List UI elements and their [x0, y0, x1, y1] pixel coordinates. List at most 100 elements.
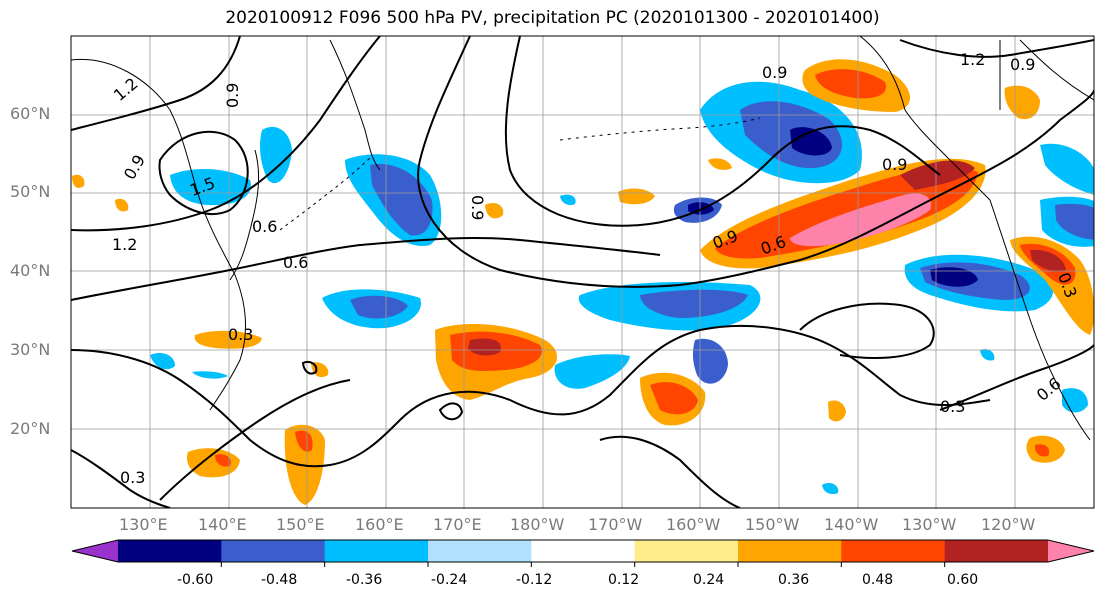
pos-field-e6 — [115, 198, 129, 212]
pv-contours — [71, 36, 1094, 508]
neg-field-coast-deep — [930, 267, 978, 287]
contour-label: 0.9 — [223, 83, 242, 108]
colorbar-tick-label: 0.36 — [778, 572, 810, 588]
pos-field-nepac-core — [790, 193, 931, 247]
precip-shading — [72, 59, 1094, 505]
contour-k — [939, 344, 1094, 411]
contour-f — [504, 36, 941, 227]
contour-label: 0.6 — [1033, 374, 1065, 405]
lon-label: 160°W — [666, 515, 721, 534]
contour-label: 0.6 — [283, 253, 308, 272]
neg-field-kuril-core — [350, 295, 408, 319]
contour-g — [71, 325, 991, 468]
contour-label: 1.2 — [112, 235, 137, 254]
contour-l — [899, 39, 1094, 58]
contour-label: 1.2 — [110, 74, 142, 105]
coast-asia — [71, 58, 246, 411]
contour-j — [599, 435, 741, 508]
coast-alaska — [859, 36, 991, 201]
neg-field-s3 — [192, 371, 228, 379]
contour-label: 0.9 — [882, 155, 907, 174]
contour-label: 0.3 — [940, 397, 965, 416]
pos-field-e5 — [72, 174, 85, 188]
neg-field-midpac-core — [640, 289, 748, 318]
lon-label: 160°E — [355, 515, 404, 534]
pos-field-east-deep — [1030, 249, 1066, 272]
colorbar-tick-label: -0.60 — [177, 572, 214, 588]
neg-field-alaska-deep — [790, 127, 832, 156]
pos-field-subtrop-core — [650, 382, 698, 415]
pos-field-nw — [1004, 85, 1040, 120]
neg-field-japan — [170, 168, 251, 206]
colorbar-tick-label: -0.24 — [431, 572, 468, 588]
pos-field-nepac-rim — [900, 160, 975, 190]
map-title: 2020100912 F096 500 hPa PV, precipitatio… — [225, 8, 880, 28]
neg-field-okhotsk — [260, 126, 292, 184]
lat-label: 50°N — [10, 182, 51, 201]
lon-label: 180°W — [510, 515, 565, 534]
colorbar-tick-label: 0.24 — [693, 572, 725, 588]
neg-field-s8 — [1040, 143, 1094, 195]
lat-label: 60°N — [10, 104, 51, 123]
lon-label: 130°E — [119, 515, 168, 534]
pos-field-nepac-mid — [715, 167, 978, 259]
pos-field-e2 — [618, 188, 655, 205]
colorbar-tick-label: -0.12 — [516, 572, 553, 588]
contour-label: 0.9 — [120, 151, 149, 183]
contour-d — [71, 36, 241, 131]
contour-label: 0.6 — [252, 217, 277, 236]
neg-field-s1 — [554, 354, 630, 389]
coast-japan — [229, 149, 260, 281]
neg-field-s5 — [560, 194, 576, 206]
neg-field-s2 — [150, 353, 175, 370]
neg-field-s6 — [980, 349, 995, 361]
colorbar-tick-label: -0.36 — [346, 572, 383, 588]
colorbar-tick-label: 0.48 — [862, 572, 894, 588]
lat-label: 30°N — [10, 340, 51, 359]
colorbar-tick-label: -0.48 — [261, 572, 298, 588]
contour-n — [301, 361, 318, 375]
pos-field-sw-core — [1034, 444, 1050, 457]
graticule — [71, 36, 1094, 508]
lon-label: 140°W — [824, 515, 879, 534]
pos-field-gulf-core — [815, 69, 886, 99]
lon-label: 130°W — [902, 515, 957, 534]
lat-label: 20°N — [10, 419, 51, 438]
contour-e — [417, 36, 1094, 288]
contour-m — [438, 402, 464, 421]
contour-h — [159, 379, 351, 501]
contour-o — [71, 449, 171, 508]
lon-label: 170°W — [588, 515, 643, 534]
contour-label: 0.9 — [762, 63, 787, 82]
lon-label: 150°E — [276, 515, 325, 534]
contour-label: 0.3 — [228, 325, 253, 344]
coast-namerica — [989, 199, 1091, 441]
contour-label: 0.9 — [468, 195, 487, 220]
lat-label: 40°N — [10, 261, 51, 280]
lon-label: 140°E — [198, 515, 247, 534]
pos-field-e7 — [708, 158, 732, 170]
contour-label: 0.3 — [120, 468, 145, 487]
pos-field-guam-core — [295, 430, 313, 452]
pos-field-central-deep — [468, 338, 501, 356]
contour-label-group: 1.2 0.9 0.9 1.5 0.6 0.6 1.2 0.9 0.3 0.3 … — [110, 50, 1081, 487]
coast-canada — [999, 39, 1094, 110]
neg-field-hawaii — [692, 338, 728, 384]
pos-field-e1 — [828, 400, 846, 422]
lon-label: 170°E — [433, 515, 482, 534]
colorbar-tick-label: 0.60 — [947, 572, 979, 588]
lon-label: 150°W — [745, 515, 800, 534]
colorbar-tick-label: 0.12 — [608, 572, 640, 588]
pos-field-e3 — [485, 203, 504, 219]
pos-field-west2 — [186, 448, 240, 478]
contour-a — [71, 236, 661, 301]
contour-label: 1.2 — [960, 50, 985, 69]
coastlines — [71, 36, 1094, 441]
contour-b — [71, 36, 381, 232]
neg-field-east-core — [1055, 203, 1094, 240]
map-frame — [70, 35, 1095, 509]
coast-kamchatka — [329, 39, 381, 171]
neg-field-s7 — [822, 482, 839, 495]
contour-c — [158, 130, 249, 215]
